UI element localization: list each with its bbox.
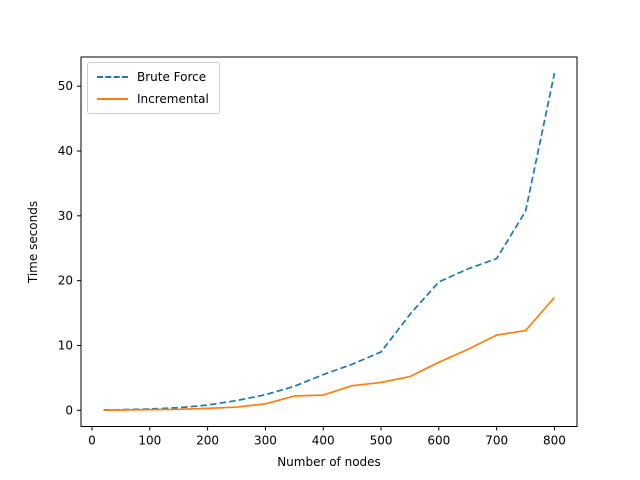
series-line-brute-force — [103, 73, 556, 411]
y-tick-label: 20 — [58, 274, 73, 288]
y-tick-label: 50 — [58, 79, 73, 93]
x-tick-label: 500 — [370, 434, 393, 448]
x-tick-label: 800 — [543, 434, 566, 448]
x-axis-label: Number of nodes — [277, 455, 381, 469]
y-axis-label: Time seconds — [26, 200, 40, 284]
y-tick-label: 30 — [58, 209, 73, 223]
x-tick-label: 300 — [254, 434, 277, 448]
x-tick-label: 700 — [485, 434, 508, 448]
x-tick-label: 600 — [427, 434, 450, 448]
plot-border — [80, 56, 578, 427]
series-line-incremental — [103, 296, 556, 411]
legend-line-sample-dashed — [97, 76, 128, 78]
y-tick-label: 40 — [58, 144, 73, 158]
legend-label: Incremental — [137, 92, 209, 106]
x-tick-label: 100 — [138, 434, 161, 448]
y-tick-label: 0 — [65, 403, 73, 417]
legend-item-incremental: Incremental — [97, 90, 209, 108]
x-tick-label: 400 — [312, 434, 335, 448]
legend-item-brute-force: Brute Force — [97, 68, 209, 86]
legend-line-sample-solid — [97, 98, 128, 100]
x-tick-label: 0 — [88, 434, 96, 448]
x-tick-label: 200 — [196, 434, 219, 448]
legend-label: Brute Force — [137, 70, 207, 84]
y-tick-label: 10 — [58, 338, 73, 352]
legend: Brute Force Incremental — [87, 62, 220, 114]
